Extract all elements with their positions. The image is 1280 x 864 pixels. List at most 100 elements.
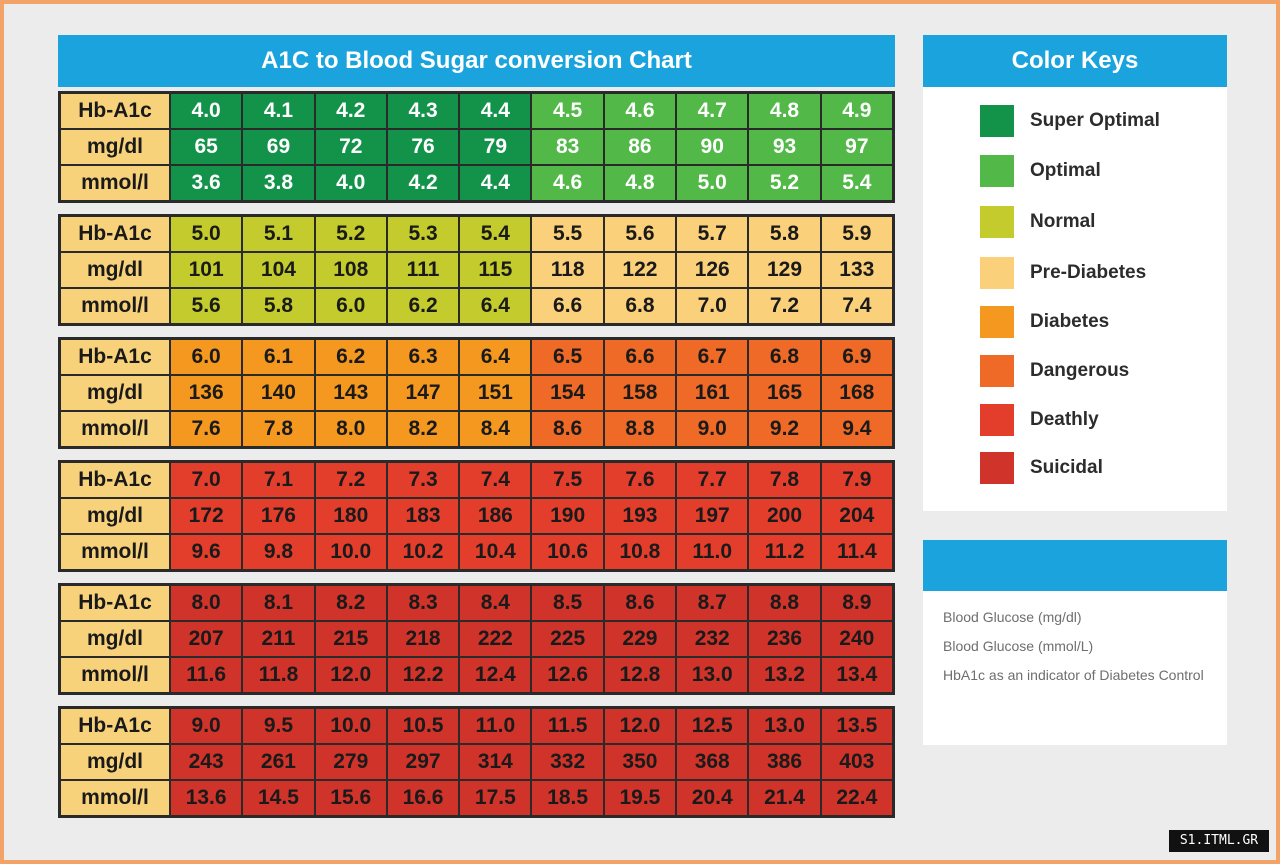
table-cell: 12.4 — [460, 658, 531, 692]
color-key-label: Optimal — [1030, 160, 1101, 181]
table-cell: 12.5 — [677, 709, 748, 743]
chart-title: A1C to Blood Sugar conversion Chart — [58, 35, 895, 87]
table-cell: 197 — [677, 499, 748, 533]
table-cell: 10.5 — [387, 709, 459, 743]
table-cell: 8.4 — [460, 412, 531, 446]
table-cell: 350 — [604, 745, 676, 779]
table-cell: 8.6 — [604, 586, 676, 620]
table-cell: 4.6 — [604, 94, 676, 128]
color-key-label: Normal — [1030, 211, 1096, 232]
table-cell: 222 — [460, 622, 531, 656]
table-cell: 11.5 — [532, 709, 603, 743]
table-cell: 6.4 — [460, 289, 531, 323]
table-cell: 9.2 — [749, 412, 820, 446]
table-cell: 4.2 — [387, 166, 459, 200]
table-cell: 17.5 — [460, 781, 531, 815]
color-keys-panel — [923, 87, 1227, 511]
table-cell: 5.8 — [243, 289, 314, 323]
table-cell: 15.6 — [315, 781, 386, 815]
table-cell: 4.7 — [677, 94, 748, 128]
table-cell: 4.4 — [460, 166, 531, 200]
table-cell: 4.0 — [171, 94, 242, 128]
color-swatch — [980, 155, 1014, 187]
table-cell: 13.0 — [749, 709, 820, 743]
row-label: mmol/l — [61, 658, 169, 692]
color-key-label: Super Optimal — [1030, 110, 1160, 131]
table-cell: 108 — [315, 253, 386, 287]
table-cell: 7.5 — [532, 463, 603, 497]
table-cell: 8.5 — [532, 586, 603, 620]
hba1c-row: Hb-A1c 5.0 5.1 5.2 5.3 5.4 5.5 5.6 5.7 5.8 5.9 — [61, 217, 892, 251]
table-cell: 8.4 — [460, 586, 531, 620]
color-key-item: Suicidal — [980, 452, 1103, 484]
table-cell: 4.3 — [387, 94, 459, 128]
table-cell: 72 — [315, 130, 386, 164]
mgdl-row: mg/dl 136 140 143 147 151 154 158 161 165 168 — [61, 376, 892, 410]
table-cell: 6.0 — [315, 289, 386, 323]
color-swatch — [980, 257, 1014, 289]
table-cell: 13.5 — [821, 709, 892, 743]
mmol-row: mmol/l 5.6 5.8 6.0 6.2 6.4 6.6 6.8 7.0 7.2 7.4 — [61, 289, 892, 323]
table-cell: 314 — [460, 745, 531, 779]
table-cell: 8.2 — [387, 412, 459, 446]
table-cell: 129 — [749, 253, 820, 287]
table-cell: 6.3 — [387, 340, 459, 374]
mgdl-row: mg/dl 101 104 108 111 115 118 122 126 129 133 — [61, 253, 892, 287]
table-cell: 10.6 — [532, 535, 603, 569]
table-cell: 14.5 — [243, 781, 314, 815]
table-cell: 6.2 — [387, 289, 459, 323]
table-cell: 8.6 — [532, 412, 603, 446]
table-cell: 7.2 — [749, 289, 820, 323]
table-cell: 8.2 — [315, 586, 386, 620]
table-cell: 90 — [677, 130, 748, 164]
table-cell: 6.8 — [604, 289, 676, 323]
table-cell: 101 — [171, 253, 242, 287]
color-swatch — [980, 355, 1014, 387]
table-cell: 368 — [677, 745, 748, 779]
table-cell: 4.6 — [532, 166, 603, 200]
table-cell: 20.4 — [677, 781, 748, 815]
table-cell: 8.9 — [821, 586, 892, 620]
color-swatch — [980, 306, 1014, 338]
color-key-label: Suicidal — [1030, 457, 1103, 478]
hba1c-row: Hb-A1c 4.0 4.1 4.2 4.3 4.4 4.5 4.6 4.7 4.8 4.9 — [61, 94, 892, 128]
table-cell: 126 — [677, 253, 748, 287]
table-cell: 204 — [821, 499, 892, 533]
table-cell: 140 — [243, 376, 314, 410]
table-cell: 158 — [604, 376, 676, 410]
table-cell: 12.2 — [387, 658, 459, 692]
table-cell: 6.2 — [315, 340, 386, 374]
table-cell: 5.4 — [460, 217, 531, 251]
table-cell: 13.6 — [171, 781, 242, 815]
table-cell: 297 — [387, 745, 459, 779]
table-cell: 10.0 — [315, 709, 386, 743]
table-cell: 3.6 — [171, 166, 242, 200]
table-cell: 4.9 — [821, 94, 892, 128]
table-cell: 403 — [821, 745, 892, 779]
table-cell: 6.6 — [532, 289, 603, 323]
table-cell: 79 — [460, 130, 531, 164]
row-label: Hb-A1c — [61, 586, 169, 620]
table-cell: 4.1 — [243, 94, 314, 128]
row-label: mg/dl — [61, 253, 169, 287]
mmol-row: mmol/l 11.6 11.8 12.0 12.2 12.4 12.6 12.8 13.0 13… — [61, 658, 892, 692]
table-cell: 10.2 — [387, 535, 459, 569]
table-cell: 86 — [604, 130, 676, 164]
table-cell: 8.0 — [315, 412, 386, 446]
row-label: mmol/l — [61, 166, 169, 200]
color-key-item: Super Optimal — [980, 105, 1160, 137]
color-swatch — [980, 404, 1014, 436]
table-cell: 6.4 — [460, 340, 531, 374]
table-cell: 115 — [460, 253, 531, 287]
table-cell: 16.6 — [387, 781, 459, 815]
table-cell: 69 — [243, 130, 314, 164]
table-cell: 8.1 — [243, 586, 314, 620]
mmol-row: mmol/l 13.6 14.5 15.6 16.6 17.5 18.5 19.5 20.4 21… — [61, 781, 892, 815]
row-label: Hb-A1c — [61, 340, 169, 374]
color-key-item: Optimal — [980, 155, 1101, 187]
table-cell: 207 — [171, 622, 242, 656]
table-cell: 386 — [749, 745, 820, 779]
table-cell: 97 — [821, 130, 892, 164]
table-cell: 93 — [749, 130, 820, 164]
mgdl-row: mg/dl 207 211 215 218 222 225 229 232 236 240 — [61, 622, 892, 656]
